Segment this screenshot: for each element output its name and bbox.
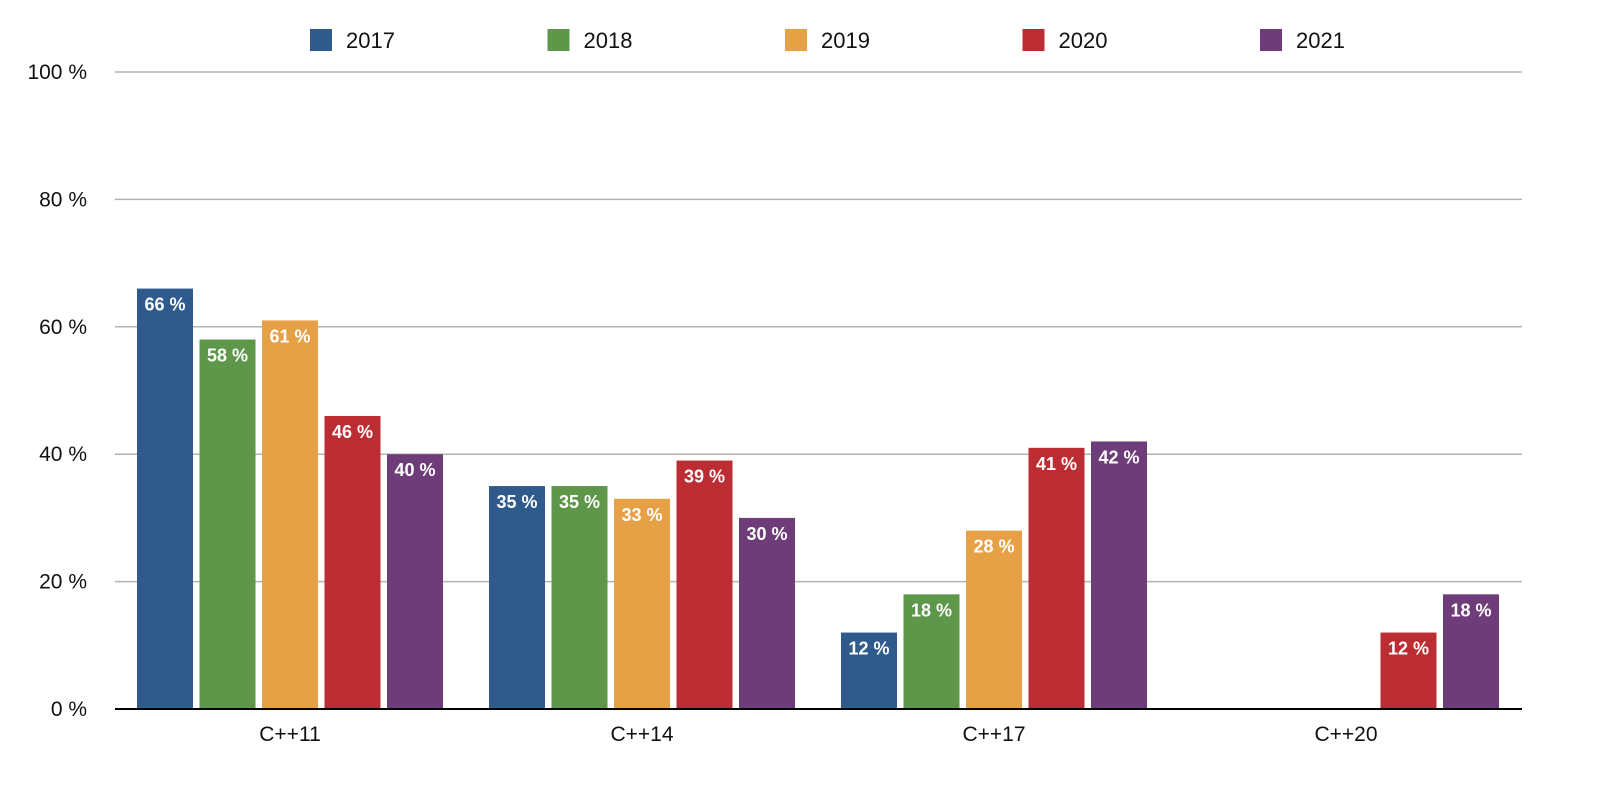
bar-value-label: 28 % bbox=[973, 537, 1014, 557]
legend-swatch bbox=[1022, 29, 1045, 51]
bar-2021-C++14[interactable] bbox=[739, 517, 795, 709]
bar-value-label: 12 % bbox=[1388, 639, 1429, 659]
bar-2018-C++11[interactable] bbox=[199, 339, 256, 709]
bar-value-label: 18 % bbox=[911, 600, 952, 620]
bar-2020-C++17[interactable] bbox=[1028, 447, 1085, 709]
legend-label: 2021 bbox=[1296, 28, 1345, 53]
legend-swatch bbox=[785, 29, 807, 51]
bar-2021-C++17[interactable] bbox=[1091, 441, 1147, 709]
bar-value-label: 18 % bbox=[1450, 600, 1491, 620]
x-tick-label: C++17 bbox=[962, 723, 1025, 746]
x-tick-label: C++20 bbox=[1314, 723, 1377, 746]
bar-value-label: 42 % bbox=[1098, 447, 1139, 467]
y-tick-label: 100 % bbox=[27, 61, 87, 84]
bar-2019-C++11[interactable] bbox=[262, 320, 318, 709]
legend-label: 2020 bbox=[1059, 28, 1108, 53]
bar-2021-C++11[interactable] bbox=[387, 454, 443, 709]
bar-value-label: 40 % bbox=[394, 460, 435, 480]
legend-item-2019[interactable]: 2019 bbox=[785, 28, 870, 53]
legend-item-2017[interactable]: 2017 bbox=[310, 28, 395, 53]
y-tick-label: 40 % bbox=[39, 443, 87, 466]
bar-2017-C++17[interactable] bbox=[841, 632, 897, 709]
bar-2019-C++17[interactable] bbox=[966, 530, 1022, 709]
bar-value-label: 35 % bbox=[496, 492, 537, 512]
bar-2017-C++11[interactable] bbox=[137, 288, 193, 709]
bar-2018-C++17[interactable] bbox=[903, 594, 960, 709]
bar-2018-C++14[interactable] bbox=[551, 486, 608, 709]
x-tick-label: C++14 bbox=[610, 723, 673, 746]
bar-value-label: 33 % bbox=[621, 505, 662, 525]
x-axis-ticks: C++11 C++14 C++17 C++20 bbox=[259, 723, 1377, 746]
bar-value-label: 41 % bbox=[1036, 454, 1077, 474]
bar-2020-C++14[interactable] bbox=[676, 460, 733, 709]
legend-swatch bbox=[310, 29, 332, 51]
bar-value-label: 39 % bbox=[684, 467, 725, 487]
y-tick-label: 80 % bbox=[39, 188, 87, 211]
bar-value-label: 35 % bbox=[559, 492, 600, 512]
legend-swatch bbox=[547, 29, 570, 51]
bar-value-label: 66 % bbox=[144, 295, 185, 315]
bar-value-labels: 66 % 58 % 61 % 46 % 40 % 35 % 35 % 33 % 39 % 30 %… bbox=[144, 295, 1491, 659]
bar-2020-C++11[interactable] bbox=[324, 415, 381, 709]
legend-label: 2019 bbox=[821, 28, 870, 53]
y-tick-label: 0 % bbox=[51, 698, 87, 721]
legend-label: 2018 bbox=[584, 28, 633, 53]
legend-item-2020[interactable]: 2020 bbox=[1022, 28, 1108, 53]
bar-value-label: 61 % bbox=[269, 326, 310, 346]
bar-2017-C++14[interactable] bbox=[489, 486, 545, 709]
bar-value-label: 46 % bbox=[332, 422, 373, 442]
legend[interactable]: 2017 2018 2019 2020 2021 bbox=[310, 28, 1345, 53]
y-axis-ticks: 0 % 20 % 40 % 60 % 80 % 100 % bbox=[27, 61, 87, 721]
x-tick-label: C++11 bbox=[259, 723, 321, 746]
bars bbox=[137, 288, 1499, 709]
bar-value-label: 12 % bbox=[848, 639, 889, 659]
bar-2020-C++20[interactable] bbox=[1380, 632, 1437, 709]
bar-value-label: 58 % bbox=[207, 346, 248, 366]
legend-swatch bbox=[1260, 29, 1282, 51]
bar-value-label: 30 % bbox=[746, 524, 787, 544]
legend-item-2021[interactable]: 2021 bbox=[1260, 28, 1345, 53]
bar-2021-C++20[interactable] bbox=[1443, 594, 1499, 709]
legend-label: 2017 bbox=[346, 28, 395, 53]
bar-2019-C++14[interactable] bbox=[614, 498, 670, 709]
y-tick-label: 20 % bbox=[39, 571, 87, 594]
legend-item-2018[interactable]: 2018 bbox=[547, 28, 633, 53]
y-tick-label: 60 % bbox=[39, 316, 87, 339]
